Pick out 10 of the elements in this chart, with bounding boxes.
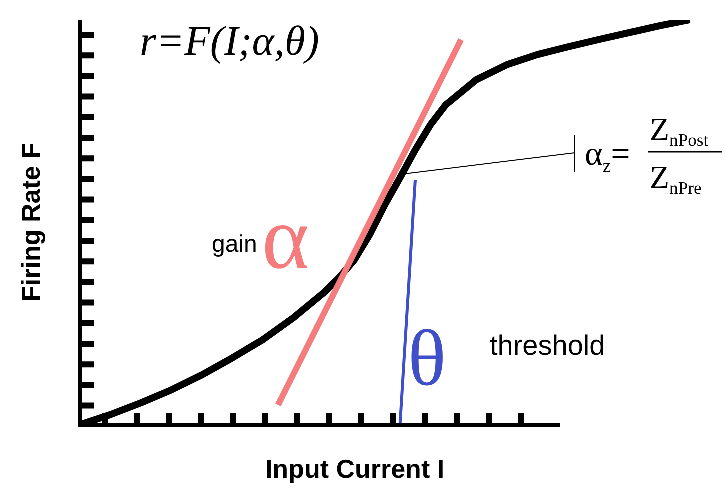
- y-axis-title: Firing Rate F: [16, 143, 46, 302]
- annotation: Z$_{nPost}$: [650, 111, 709, 150]
- annotation: α: [262, 189, 310, 288]
- chart-title: r=F(I;α,θ): [140, 19, 320, 65]
- annotation: θ: [408, 315, 446, 403]
- annotation: α$_{z}$=: [585, 136, 630, 177]
- annotation: gain: [212, 231, 258, 258]
- annotation: threshold: [490, 330, 606, 361]
- annotation: Z$_{nPre}$: [650, 159, 702, 198]
- x-axis-title: Input Current I: [265, 454, 445, 484]
